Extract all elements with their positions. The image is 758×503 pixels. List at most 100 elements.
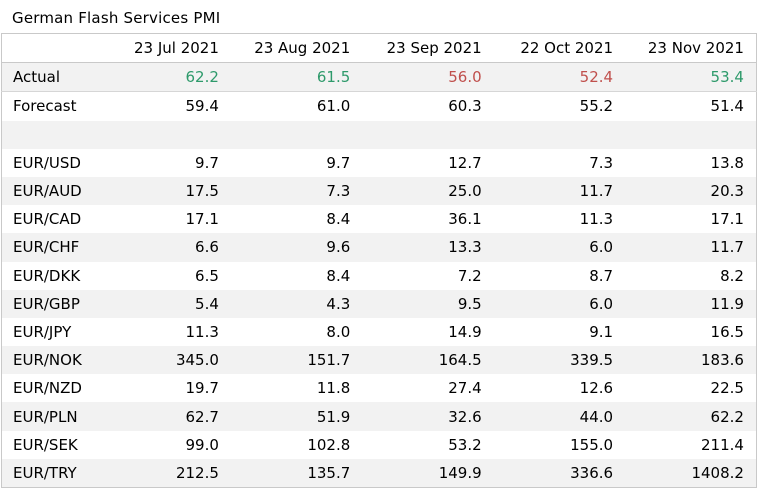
date-header: 23 Jul 2021 [99,33,231,64]
pair-value: 5.4 [99,289,231,318]
pair-value: 345.0 [99,346,231,375]
pair-value: 9.7 [195,153,219,172]
table-row: EUR/NZD 19.7 11.8 27.4 12.6 22.5 [2,374,757,402]
pair-value: 102.8 [307,435,351,454]
pair-value: 183.6 [625,346,757,375]
pair-value: 1408.2 [625,458,757,488]
pmi-table: 23 Jul 2021 23 Aug 2021 23 Sep 2021 22 O… [1,33,757,488]
forecast-value: 61.0 [316,97,351,116]
actual-value: 61.5 [230,62,363,93]
row-label: Forecast [13,97,77,116]
actual-value: 52.4 [493,62,626,93]
pair-value: 17.5 [99,176,231,206]
pair-value: 16.5 [710,322,744,341]
pair-label: EUR/DKK [13,266,81,285]
pair-value: 62.7 [99,402,231,431]
forecast-row: Forecast 59.4 61.0 60.3 55.2 51.4 [2,92,757,121]
pair-value: 9.1 [589,322,614,341]
table-row: EUR/JPY 11.3 8.0 14.9 9.1 16.5 [2,318,757,346]
pair-value: 4.3 [230,289,363,318]
pair-value: 8.4 [326,266,351,285]
pair-value: 14.9 [448,322,482,341]
pair-value: 8.2 [720,266,744,285]
pair-value: 149.9 [362,458,494,488]
pair-value: 44.0 [493,402,626,431]
pair-value: 22.5 [710,379,744,398]
pair-value: 212.5 [99,458,231,488]
pair-label: EUR/CAD [13,210,82,229]
pair-value: 211.4 [701,435,744,454]
spacer-row [1,120,757,149]
pair-label: EUR/SEK [13,435,78,454]
table-row: EUR/DKK 6.5 8.4 7.2 8.7 8.2 [2,262,757,290]
pair-value: 7.3 [589,153,614,172]
forecast-value: 55.2 [579,97,614,116]
pair-value: 6.0 [493,289,626,318]
pair-value: 11.7 [493,176,626,206]
pair-value: 9.5 [362,289,494,318]
pair-value: 99.0 [185,435,219,454]
pair-value: 36.1 [448,210,482,229]
pair-value: 336.6 [493,458,626,488]
forecast-value: 59.4 [185,97,219,116]
pair-value: 11.3 [579,210,614,229]
date-header: 23 Nov 2021 [625,33,757,64]
pair-value: 19.7 [185,379,219,398]
pair-value: 53.2 [448,435,482,454]
pair-value: 13.3 [362,233,494,262]
pair-value: 135.7 [230,458,363,488]
table-row: EUR/TRY 212.5 135.7 149.9 336.6 1408.2 [1,458,757,488]
pair-value: 164.5 [362,346,494,375]
pair-value: 9.7 [326,153,351,172]
pair-label: EUR/NZD [13,379,82,398]
date-header: 23 Aug 2021 [230,33,363,64]
table-title: German Flash Services PMI [12,9,221,27]
pair-label: EUR/NOK [1,346,100,375]
pair-label: EUR/CHF [1,233,100,262]
pair-value: 13.8 [710,153,744,172]
table-row: EUR/GBP 5.4 4.3 9.5 6.0 11.9 [1,289,757,318]
pair-value: 11.9 [625,289,757,318]
date-header: 23 Sep 2021 [362,33,494,64]
pair-value: 7.3 [230,176,363,206]
table-row: EUR/NOK 345.0 151.7 164.5 339.5 183.6 [1,346,757,375]
actual-row: Actual 62.2 61.5 56.0 52.4 53.4 [1,62,757,93]
actual-value: 62.2 [99,62,231,93]
pair-value: 12.7 [448,153,482,172]
table-row: EUR/PLN 62.7 51.9 32.6 44.0 62.2 [1,402,757,431]
pair-label: EUR/USD [13,153,81,172]
pair-value: 9.6 [230,233,363,262]
pair-value: 6.5 [195,266,219,285]
table-row: EUR/USD 9.7 9.7 12.7 7.3 13.8 [2,149,757,177]
table-row: EUR/CAD 17.1 8.4 36.1 11.3 17.1 [2,205,757,233]
pair-value: 7.2 [457,266,482,285]
pair-label: EUR/AUD [1,176,100,206]
pair-value: 151.7 [230,346,363,375]
table-row: EUR/CHF 6.6 9.6 13.3 6.0 11.7 [1,233,757,262]
forecast-value: 51.4 [710,97,744,116]
pair-value: 155.0 [570,435,614,454]
pair-label: EUR/GBP [1,289,100,318]
header-row: 23 Jul 2021 23 Aug 2021 23 Sep 2021 22 O… [1,33,757,64]
pair-value: 6.0 [493,233,626,262]
pair-label: EUR/JPY [13,322,72,341]
pair-value: 20.3 [625,176,757,206]
pair-value: 11.3 [185,322,219,341]
forecast-value: 60.3 [448,97,482,116]
date-header: 22 Oct 2021 [493,33,626,64]
pair-value: 339.5 [493,346,626,375]
pair-value: 11.8 [316,379,351,398]
pair-value: 11.7 [625,233,757,262]
pair-value: 32.6 [362,402,494,431]
table-row: EUR/AUD 17.5 7.3 25.0 11.7 20.3 [1,176,757,206]
pair-value: 6.6 [99,233,231,262]
pair-value: 12.6 [579,379,614,398]
table-row: EUR/SEK 99.0 102.8 53.2 155.0 211.4 [2,431,757,459]
pair-value: 51.9 [230,402,363,431]
pair-value: 8.4 [326,210,351,229]
pair-value: 17.1 [710,210,744,229]
header-corner [1,33,100,64]
pair-value: 8.7 [589,266,614,285]
pair-value: 8.0 [326,322,351,341]
pair-label: EUR/TRY [1,458,100,488]
